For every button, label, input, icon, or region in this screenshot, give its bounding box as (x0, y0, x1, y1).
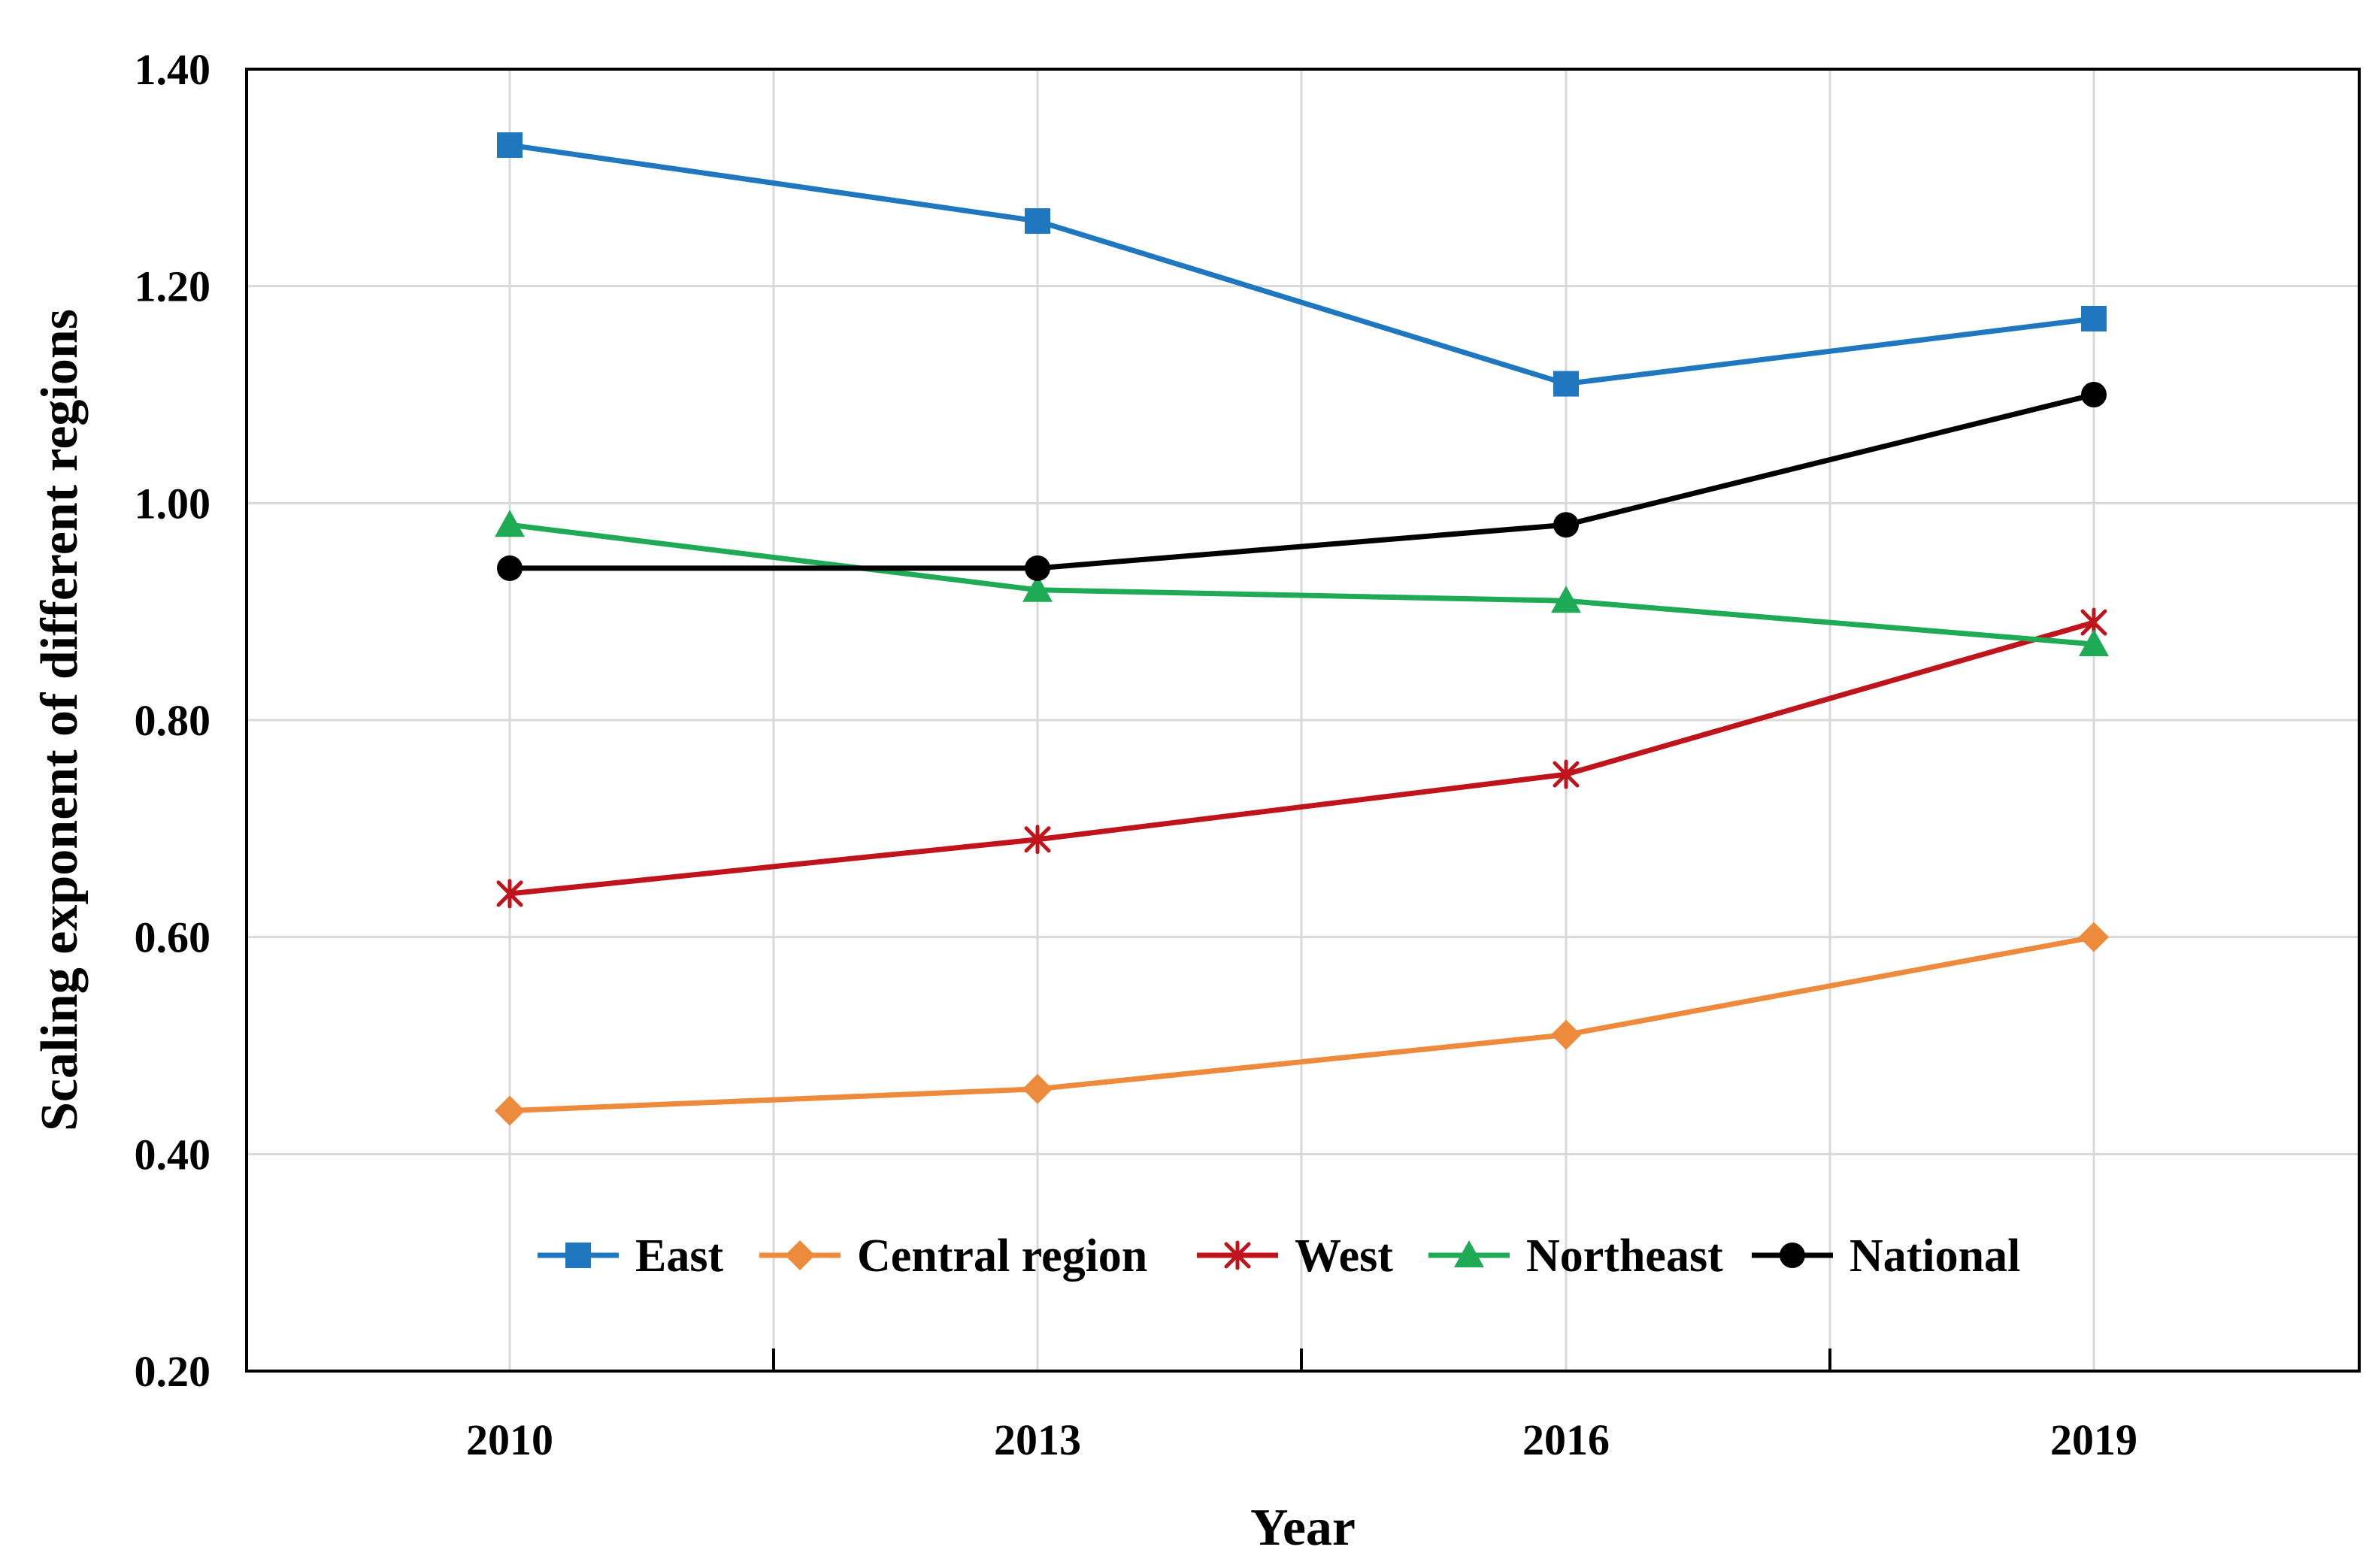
series-line (509, 522, 2095, 647)
data-point (495, 510, 525, 537)
data-point (2079, 628, 2109, 656)
x-axis-title: Year (1250, 1499, 1356, 1557)
axis-ticks: 0.20 0.40 0.60 0.80 1.00 1.20 1.40 2010 2013 2016… (135, 45, 2138, 1464)
data-point (496, 879, 523, 909)
legend-label: West (1295, 1230, 1393, 1282)
series-line (509, 619, 2095, 897)
y-tick-label: 1.00 (135, 479, 211, 528)
legend-marker (785, 1240, 815, 1270)
legend-label: Northeast (1526, 1230, 1723, 1282)
legend-marker (1224, 1240, 1251, 1270)
series-northeast (495, 510, 2109, 656)
data-point (2079, 922, 2109, 952)
data-point (1024, 825, 1051, 855)
legend-label: Central region (857, 1230, 1147, 1282)
series-line (509, 142, 2095, 387)
x-tick-label: 2016 (1522, 1415, 1610, 1464)
series-line (510, 392, 2095, 571)
data-point (1022, 574, 1053, 602)
data-point (2081, 305, 2107, 331)
legend-marker (1454, 1240, 1484, 1267)
data-point (1553, 759, 1580, 789)
y-tick-label: 1.20 (135, 262, 211, 311)
data-point (1553, 371, 1579, 397)
legend-item: Northeast (1428, 1230, 1723, 1282)
x-tick-label: 2019 (2050, 1415, 2137, 1464)
y-axis-title: Scaling exponent of different regions (31, 309, 89, 1131)
legend-label: East (635, 1230, 723, 1282)
y-tick-label: 0.40 (135, 1130, 211, 1179)
series-group (495, 132, 2109, 1126)
series-line (509, 934, 2095, 1114)
y-tick-label: 0.20 (135, 1347, 211, 1396)
series-central-region (495, 922, 2109, 1126)
series-east (497, 132, 2107, 397)
x-tick-label: 2010 (466, 1415, 553, 1464)
series-west (496, 607, 2107, 909)
legend-label: National (1849, 1230, 2020, 1282)
data-point (497, 555, 523, 581)
legend-marker (1780, 1243, 1805, 1268)
y-tick-label: 1.40 (135, 45, 211, 94)
legend-item: West (1197, 1230, 1393, 1282)
data-point (1025, 555, 1050, 581)
legend-item: Central region (759, 1230, 1147, 1282)
data-point (497, 132, 523, 159)
series-national (497, 382, 2107, 581)
data-point (1551, 586, 1581, 613)
y-tick-label: 0.80 (135, 696, 211, 745)
legend-item: East (538, 1230, 723, 1282)
legend-marker (565, 1243, 591, 1268)
x-tick-label: 2013 (994, 1415, 1081, 1464)
data-point (1553, 512, 1579, 538)
grid-lines (247, 69, 2359, 1371)
y-tick-label: 0.60 (135, 913, 211, 962)
legend: East Central region West Northeast National (538, 1230, 2020, 1282)
legend-item: National (1752, 1230, 2020, 1282)
data-point (495, 1095, 525, 1126)
data-point (2081, 382, 2107, 407)
data-point (1551, 1019, 1581, 1050)
data-point (1025, 208, 1050, 235)
data-point (1022, 1073, 1053, 1104)
